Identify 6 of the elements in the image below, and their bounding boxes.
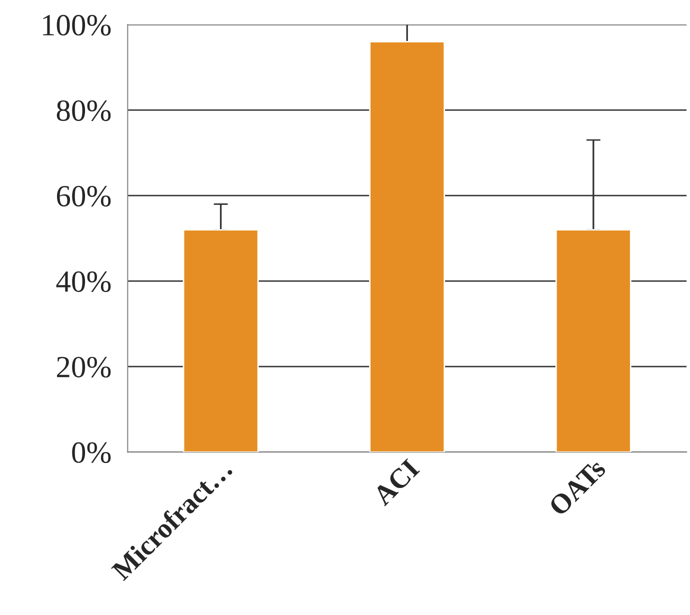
y-tick-label: 100% bbox=[43, 14, 111, 36]
y-tick-label: 0% bbox=[72, 442, 111, 464]
y-tick-label: 20% bbox=[57, 356, 111, 378]
y-tick-label: 80% bbox=[56, 100, 111, 122]
y-tick-label: 40% bbox=[56, 271, 111, 292]
y-tick-label: 60% bbox=[56, 186, 111, 207]
